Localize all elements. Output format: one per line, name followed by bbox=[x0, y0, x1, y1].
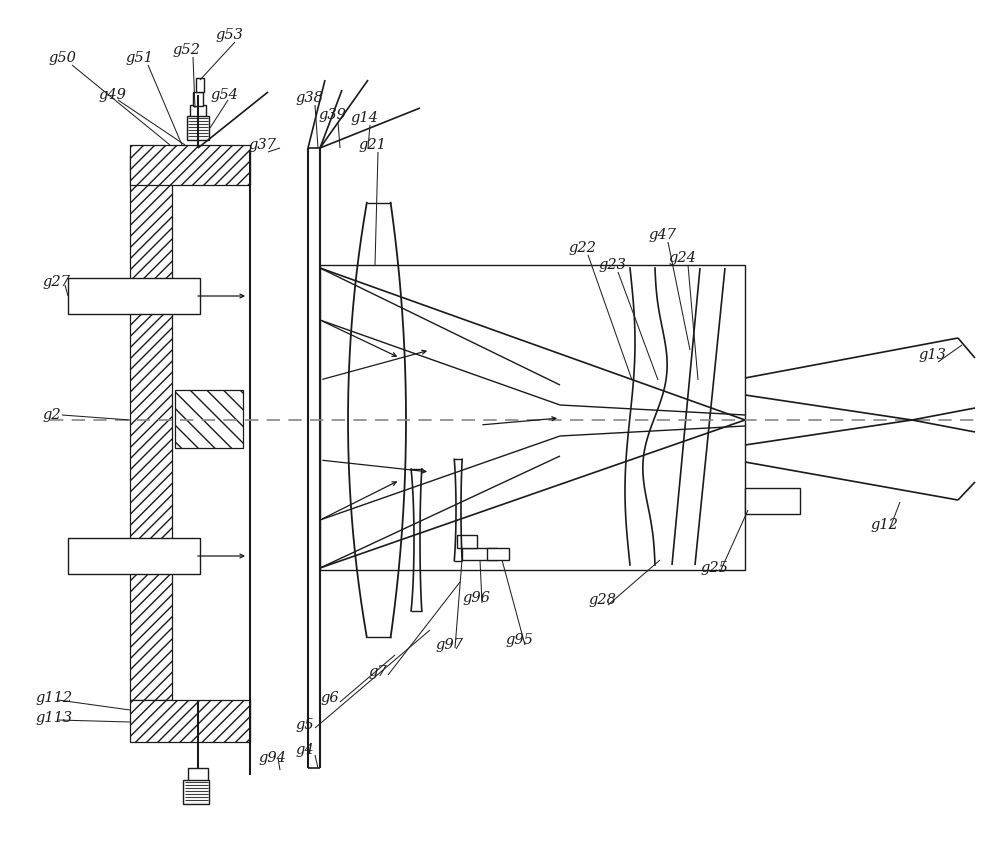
Text: g39: g39 bbox=[318, 108, 346, 122]
Text: g51: g51 bbox=[125, 51, 153, 65]
Text: g5: g5 bbox=[295, 718, 314, 732]
Text: g4: g4 bbox=[295, 743, 314, 757]
Text: g94: g94 bbox=[258, 751, 286, 765]
Text: g13: g13 bbox=[918, 348, 946, 362]
Bar bbox=[187, 116, 209, 140]
Bar bbox=[68, 538, 200, 574]
Text: g38: g38 bbox=[295, 91, 323, 105]
Text: g96: g96 bbox=[462, 591, 490, 605]
Text: g95: g95 bbox=[505, 633, 533, 647]
Text: g2: g2 bbox=[42, 408, 61, 422]
Text: g6: g6 bbox=[320, 691, 339, 705]
Text: g52: g52 bbox=[172, 43, 200, 57]
Text: g27: g27 bbox=[42, 275, 70, 289]
Text: g37: g37 bbox=[248, 138, 276, 152]
Bar bbox=[188, 768, 208, 782]
Bar bbox=[130, 145, 250, 185]
Text: g50: g50 bbox=[48, 51, 76, 65]
Text: g49: g49 bbox=[98, 88, 126, 102]
Bar bbox=[68, 278, 200, 314]
Bar bbox=[320, 265, 745, 570]
Text: g113: g113 bbox=[35, 711, 72, 725]
Text: g22: g22 bbox=[568, 241, 596, 255]
Text: g112: g112 bbox=[35, 691, 72, 705]
Text: g53: g53 bbox=[215, 28, 243, 42]
Text: g7: g7 bbox=[368, 665, 387, 679]
Bar bbox=[457, 535, 477, 548]
Bar bbox=[190, 105, 206, 125]
Bar bbox=[183, 780, 209, 804]
Text: g54: g54 bbox=[210, 88, 238, 102]
Text: g25: g25 bbox=[700, 561, 728, 575]
Bar bbox=[487, 548, 509, 560]
Text: g14: g14 bbox=[350, 111, 378, 125]
Bar bbox=[196, 78, 204, 92]
Text: g12: g12 bbox=[870, 518, 898, 532]
Bar bbox=[130, 700, 250, 742]
Bar bbox=[130, 155, 172, 700]
Bar bbox=[745, 488, 800, 514]
Text: g97: g97 bbox=[435, 638, 463, 652]
Bar bbox=[175, 390, 243, 448]
Text: g47: g47 bbox=[648, 228, 676, 242]
Bar bbox=[462, 548, 497, 560]
Text: g21: g21 bbox=[358, 138, 386, 152]
Text: g23: g23 bbox=[598, 258, 626, 272]
Text: g28: g28 bbox=[588, 593, 616, 607]
Bar bbox=[193, 92, 203, 106]
Text: g24: g24 bbox=[668, 251, 696, 265]
